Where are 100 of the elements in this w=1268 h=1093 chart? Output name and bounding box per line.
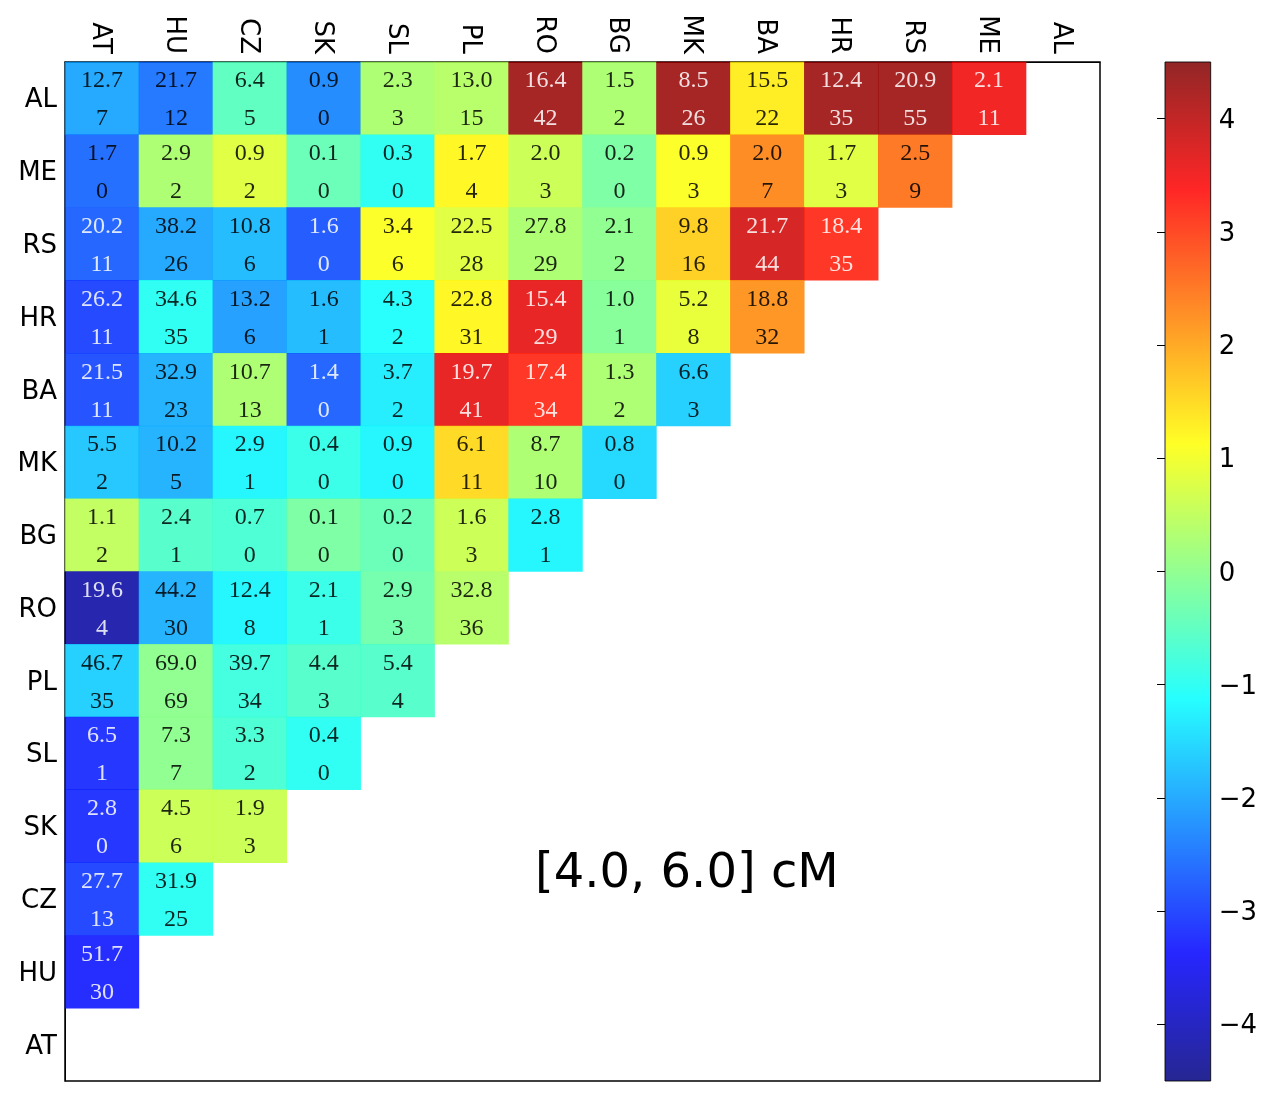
data-label: 0.9 0	[308, 66, 339, 131]
color-bar-label: −4	[1218, 1009, 1257, 1040]
color-bar-label: −2	[1218, 782, 1257, 813]
data-label: 0.7 0	[234, 503, 265, 568]
data-label: 22.5 28	[450, 211, 493, 276]
data-label: 20.9 55	[894, 66, 937, 131]
color-bar-label: −1	[1218, 669, 1257, 700]
x-tick-label: HU	[160, 15, 191, 54]
data-label: 5.5 2	[86, 430, 117, 495]
data-label: 10.7 13	[228, 357, 271, 422]
x-tick-label: HR	[826, 16, 857, 54]
data-label: 2.9 3	[382, 575, 413, 640]
data-label: 1.4 0	[308, 357, 339, 422]
data-label: 1.6 0	[308, 211, 339, 276]
data-label: 1.7 4	[456, 139, 487, 204]
data-label: 46.7 35	[80, 648, 123, 713]
data-label: 5.4 4	[382, 648, 413, 713]
x-tick-label: AT	[86, 22, 117, 55]
data-label: 4.3 2	[382, 284, 413, 349]
data-label: 34.6 35	[154, 284, 197, 349]
y-tick-label: AL	[24, 83, 58, 114]
data-label: 8.5 26	[678, 66, 709, 131]
data-label: 21.7 12	[154, 66, 197, 131]
y-tick-label: BG	[19, 520, 57, 551]
x-tick-label: MK	[678, 14, 709, 55]
data-label: 7.3 7	[160, 721, 191, 786]
data-label: 21.7 44	[746, 211, 789, 276]
data-label: 20.2 11	[80, 211, 123, 276]
data-label: 26.2 11	[80, 284, 123, 349]
data-label: 0.9 3	[678, 139, 709, 204]
color-bar-label: 4	[1218, 103, 1236, 134]
data-label: 31.9 25	[154, 867, 197, 932]
x-tick-label: ME	[974, 15, 1005, 54]
data-label: 51.7 30	[80, 939, 123, 1004]
data-label: 32.9 23	[154, 357, 197, 422]
data-label: 2.5 9	[900, 139, 931, 204]
data-label: 0.2 0	[382, 503, 413, 568]
data-label: 15.5 22	[746, 66, 789, 131]
data-label: 0.8 0	[604, 430, 635, 495]
data-label: 16.4 42	[524, 66, 567, 131]
y-tick-label: BA	[21, 374, 58, 405]
data-label: 18.8 32	[746, 284, 789, 349]
data-label: 69.0 69	[154, 648, 197, 713]
data-label: 0.1 0	[308, 503, 339, 568]
x-tick-label: SK	[308, 20, 339, 55]
data-label: 0.3 0	[382, 139, 413, 204]
data-label: 19.7 41	[450, 357, 493, 422]
data-label: 21.5 11	[80, 357, 123, 422]
data-label: 17.4 34	[524, 357, 567, 422]
data-label: 2.0 3	[530, 139, 561, 204]
data-label: 1.0 1	[604, 284, 635, 349]
data-label: 15.4 29	[524, 284, 567, 349]
x-tick-label: BG	[604, 16, 635, 54]
data-label: 0.4 0	[308, 721, 339, 786]
data-label: 2.1 1	[308, 575, 339, 640]
data-label: 1.6 1	[308, 284, 339, 349]
y-tick-label: PL	[26, 665, 58, 696]
data-label: 6.6 3	[678, 357, 709, 422]
data-label: 3.3 2	[234, 721, 265, 786]
data-label: 2.9 1	[234, 430, 265, 495]
data-label: 1.1 2	[86, 503, 117, 568]
data-label: 38.2 26	[154, 211, 197, 276]
data-label: 8.7 10	[530, 430, 561, 495]
data-label: 39.7 34	[228, 648, 271, 713]
x-tick-label: CZ	[234, 18, 265, 54]
data-label: 10.2 5	[154, 430, 197, 495]
y-tick-label: SK	[23, 811, 58, 842]
color-bar-label: 3	[1218, 216, 1236, 247]
x-tick-label: RS	[900, 19, 931, 54]
color-bar-label: −3	[1218, 896, 1257, 927]
x-tick-label: PL	[456, 23, 487, 55]
data-label: 12.4 35	[820, 66, 863, 131]
data-label: 13.2 6	[228, 284, 271, 349]
data-label: 1.6 3	[456, 503, 487, 568]
data-label: 1.5 2	[604, 66, 635, 131]
data-label: 0.9 2	[234, 139, 265, 204]
x-tick-label: SL	[382, 23, 413, 55]
annotation: [4.0, 6.0] cM	[535, 842, 839, 898]
data-label: 4.4 3	[308, 648, 339, 713]
y-tick-label: AT	[25, 1029, 58, 1060]
data-label: 1.9 3	[234, 794, 265, 859]
data-label: 2.8 1	[530, 503, 561, 568]
data-label: 2.9 2	[160, 139, 191, 204]
data-label: 0.2 0	[604, 139, 635, 204]
data-label: 2.3 3	[382, 66, 413, 131]
data-label: 12.4 8	[228, 575, 271, 640]
y-tick-label: HU	[18, 956, 57, 987]
data-label: 19.6 4	[80, 575, 123, 640]
data-label: 32.8 36	[450, 575, 493, 640]
y-tick-label: RO	[18, 592, 57, 623]
data-label: 1.7 3	[826, 139, 857, 204]
data-label: 6.5 1	[86, 721, 117, 786]
data-label: 13.0 15	[450, 66, 493, 131]
data-label: 2.4 1	[160, 503, 191, 568]
color-bar-label: 1	[1218, 443, 1236, 474]
color-bar-label: 0	[1218, 556, 1236, 587]
data-label: 2.1 11	[974, 66, 1005, 131]
y-tick-label: CZ	[21, 884, 57, 915]
data-label: 18.4 35	[820, 211, 863, 276]
data-label: 4.5 6	[160, 794, 191, 859]
